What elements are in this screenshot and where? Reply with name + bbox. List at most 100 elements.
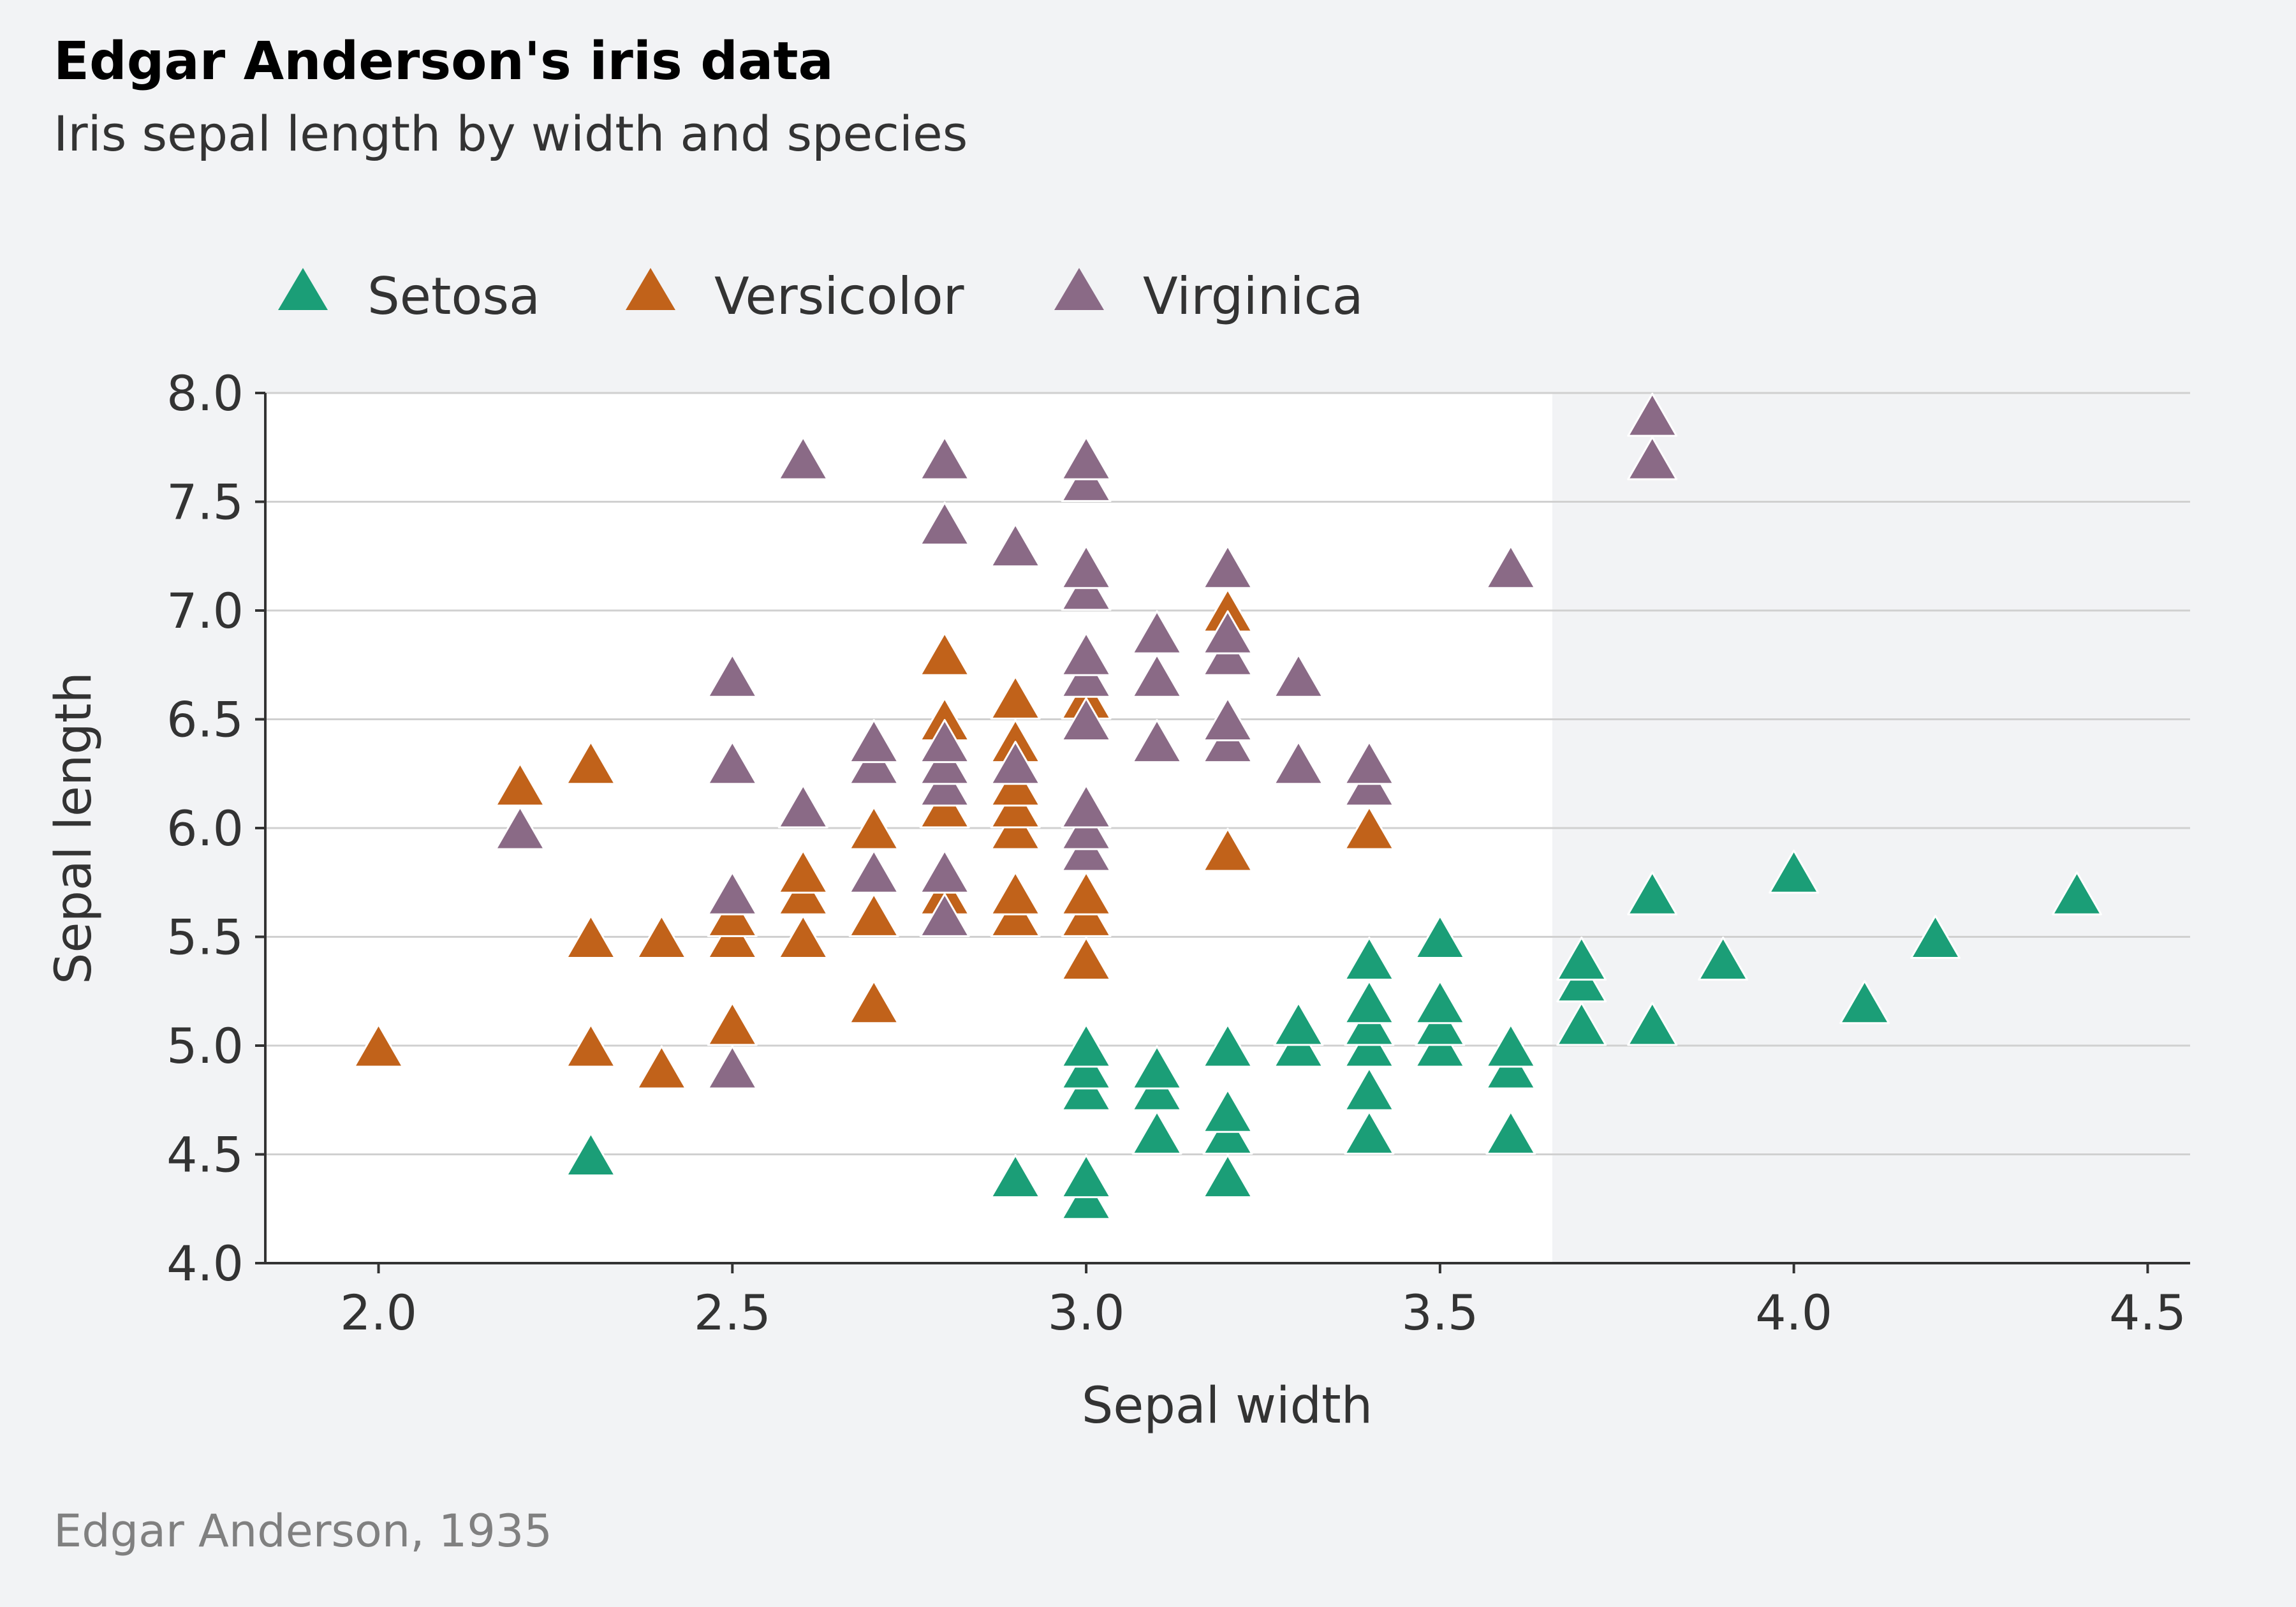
- chart-caption: Edgar Anderson, 1935: [54, 1505, 552, 1557]
- point-setosa: [1627, 871, 1678, 915]
- chart-subtitle: Iris sepal length by width and species: [54, 105, 968, 162]
- point-virginica: [707, 653, 758, 698]
- point-setosa: [1485, 1023, 1536, 1068]
- y-tick-label: 4.5: [166, 1127, 244, 1183]
- legend-label-virginica: Virginica: [1143, 267, 1364, 326]
- point-virginica: [1627, 392, 1678, 437]
- y-tick-label: 5.0: [166, 1018, 244, 1074]
- point-virginica: [848, 719, 899, 764]
- point-versicolor: [1202, 827, 1253, 872]
- x-tick-label: 4.0: [1755, 1284, 1832, 1341]
- y-tick-label: 6.5: [166, 692, 244, 748]
- series-setosa: [565, 849, 2102, 1220]
- point-setosa: [1273, 1002, 1324, 1046]
- legend-label-versicolor: Versicolor: [714, 267, 964, 326]
- point-setosa: [1769, 849, 1820, 894]
- point-setosa: [1344, 1067, 1395, 1111]
- point-virginica: [1344, 741, 1395, 785]
- point-versicolor: [777, 915, 828, 959]
- point-setosa: [1202, 1088, 1253, 1133]
- point-setosa: [1061, 1023, 1112, 1068]
- point-setosa: [990, 1154, 1041, 1199]
- point-setosa: [1910, 915, 1961, 959]
- point-virginica: [1061, 697, 1112, 741]
- legend-item-versicolor: Versicolor: [626, 267, 964, 326]
- point-virginica: [1273, 741, 1324, 785]
- point-versicolor: [636, 915, 687, 959]
- point-virginica: [494, 806, 545, 850]
- y-tick-label: 7.5: [166, 474, 244, 531]
- point-virginica: [1061, 632, 1112, 676]
- point-setosa: [1485, 1110, 1536, 1155]
- point-setosa: [1556, 1002, 1607, 1046]
- point-versicolor: [990, 675, 1041, 720]
- point-setosa: [1202, 1023, 1253, 1068]
- x-tick-label: 3.0: [1048, 1284, 1125, 1341]
- point-setosa: [1344, 1110, 1395, 1155]
- point-setosa: [1415, 980, 1466, 1025]
- point-virginica: [1273, 653, 1324, 698]
- y-tick-label: 6.0: [166, 800, 244, 857]
- legend-marker-versicolor-icon: [626, 268, 675, 310]
- point-setosa: [565, 1132, 616, 1176]
- chart-title: Edgar Anderson's iris data: [54, 31, 834, 92]
- point-versicolor: [990, 871, 1041, 915]
- legend-marker-virginica-icon: [1054, 268, 1104, 310]
- point-versicolor: [1344, 806, 1395, 850]
- y-tick-label: 8.0: [166, 365, 244, 422]
- point-virginica: [1202, 545, 1253, 589]
- point-setosa: [1344, 937, 1395, 981]
- point-versicolor: [1061, 871, 1112, 915]
- point-setosa: [1415, 915, 1466, 959]
- point-setosa: [1698, 937, 1749, 981]
- point-virginica: [1061, 545, 1112, 589]
- point-virginica: [1131, 610, 1182, 655]
- point-virginica: [707, 871, 758, 915]
- point-virginica: [990, 741, 1041, 785]
- point-virginica: [707, 1045, 758, 1090]
- point-versicolor: [565, 741, 616, 785]
- point-virginica: [707, 741, 758, 785]
- point-virginica: [919, 436, 970, 480]
- point-setosa: [1556, 937, 1607, 981]
- chart-legend: Setosa Versicolor Virginica: [278, 267, 1364, 326]
- point-versicolor: [494, 762, 545, 807]
- point-virginica: [919, 849, 970, 894]
- point-versicolor: [565, 915, 616, 959]
- legend-label-setosa: Setosa: [367, 267, 540, 326]
- point-versicolor: [777, 849, 828, 894]
- x-tick-label: 2.0: [340, 1284, 417, 1341]
- y-tick-label: 5.5: [166, 909, 244, 966]
- point-virginica: [1131, 719, 1182, 764]
- legend-item-virginica: Virginica: [1054, 267, 1364, 326]
- point-setosa: [1839, 980, 1890, 1025]
- series-virginica: [494, 392, 1678, 1090]
- point-setosa: [2051, 871, 2102, 915]
- y-axis-label: Sepal length: [45, 672, 103, 984]
- point-virginica: [1485, 545, 1536, 589]
- point-versicolor: [848, 806, 899, 850]
- y-tick-label: 4.0: [166, 1235, 244, 1292]
- point-setosa: [1202, 1154, 1253, 1199]
- point-virginica: [848, 849, 899, 894]
- axes: 2.0 2.5 3.0 3.5 4.0 4.5 4.0 4.5 5.0 5.5 6.0 6.5 7.0 7…: [166, 365, 2190, 1341]
- point-virginica: [1061, 436, 1112, 480]
- point-virginica: [919, 892, 970, 937]
- point-setosa: [1627, 1002, 1678, 1046]
- data-points: [353, 392, 2102, 1220]
- y-tick-label: 7.0: [166, 582, 244, 639]
- point-virginica: [919, 501, 970, 546]
- point-versicolor: [353, 1023, 404, 1068]
- x-axis-label: Sepal width: [1082, 1377, 1372, 1435]
- point-virginica: [777, 784, 828, 829]
- point-virginica: [990, 523, 1041, 568]
- point-virginica: [777, 436, 828, 480]
- point-virginica: [1061, 784, 1112, 829]
- point-versicolor: [919, 632, 970, 676]
- point-setosa: [1344, 980, 1395, 1025]
- x-tick-label: 3.5: [1401, 1284, 1478, 1341]
- point-versicolor: [707, 1002, 758, 1046]
- point-virginica: [1202, 610, 1253, 655]
- point-virginica: [1202, 697, 1253, 741]
